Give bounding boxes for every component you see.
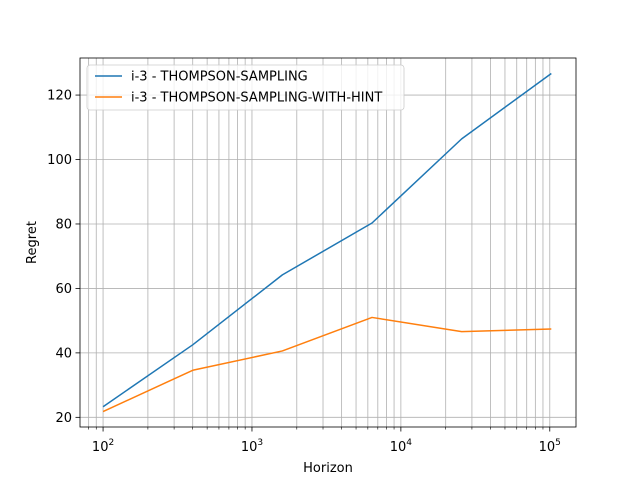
legend: i-3 - THOMPSON-SAMPLING i-3 - THOMPSON-SA…: [86, 64, 405, 111]
x-axis-ticks: 102 103 104 105: [88, 427, 561, 455]
legend-label-2: i-3 - THOMPSON-SAMPLING-WITH-HINT: [131, 91, 382, 106]
series-lines: [102, 72, 552, 413]
grid: [80, 58, 576, 427]
series-line-2: [102, 316, 552, 413]
plot-frame: [79, 57, 577, 428]
y-tick-label: 60: [55, 282, 72, 297]
y-axis-label: Regret: [25, 221, 40, 264]
y-axis-ticks: 20 40 60 80 100 120: [47, 89, 80, 426]
x-axis-label: Horizon: [303, 461, 353, 476]
x-tick-label: 105: [539, 438, 561, 455]
legend-box: [86, 64, 405, 111]
y-tick-label: 100: [47, 153, 72, 168]
y-tick-label: 40: [55, 346, 72, 361]
y-tick-label: 80: [55, 217, 72, 232]
x-tick-label: 104: [390, 438, 413, 455]
legend-label-1: i-3 - THOMPSON-SAMPLING: [131, 70, 308, 85]
y-tick-label: 20: [55, 411, 72, 426]
x-tick-label: 102: [92, 438, 114, 455]
x-tick-label: 103: [241, 438, 263, 455]
series-line-1: [102, 72, 552, 408]
y-tick-label: 120: [47, 89, 72, 104]
